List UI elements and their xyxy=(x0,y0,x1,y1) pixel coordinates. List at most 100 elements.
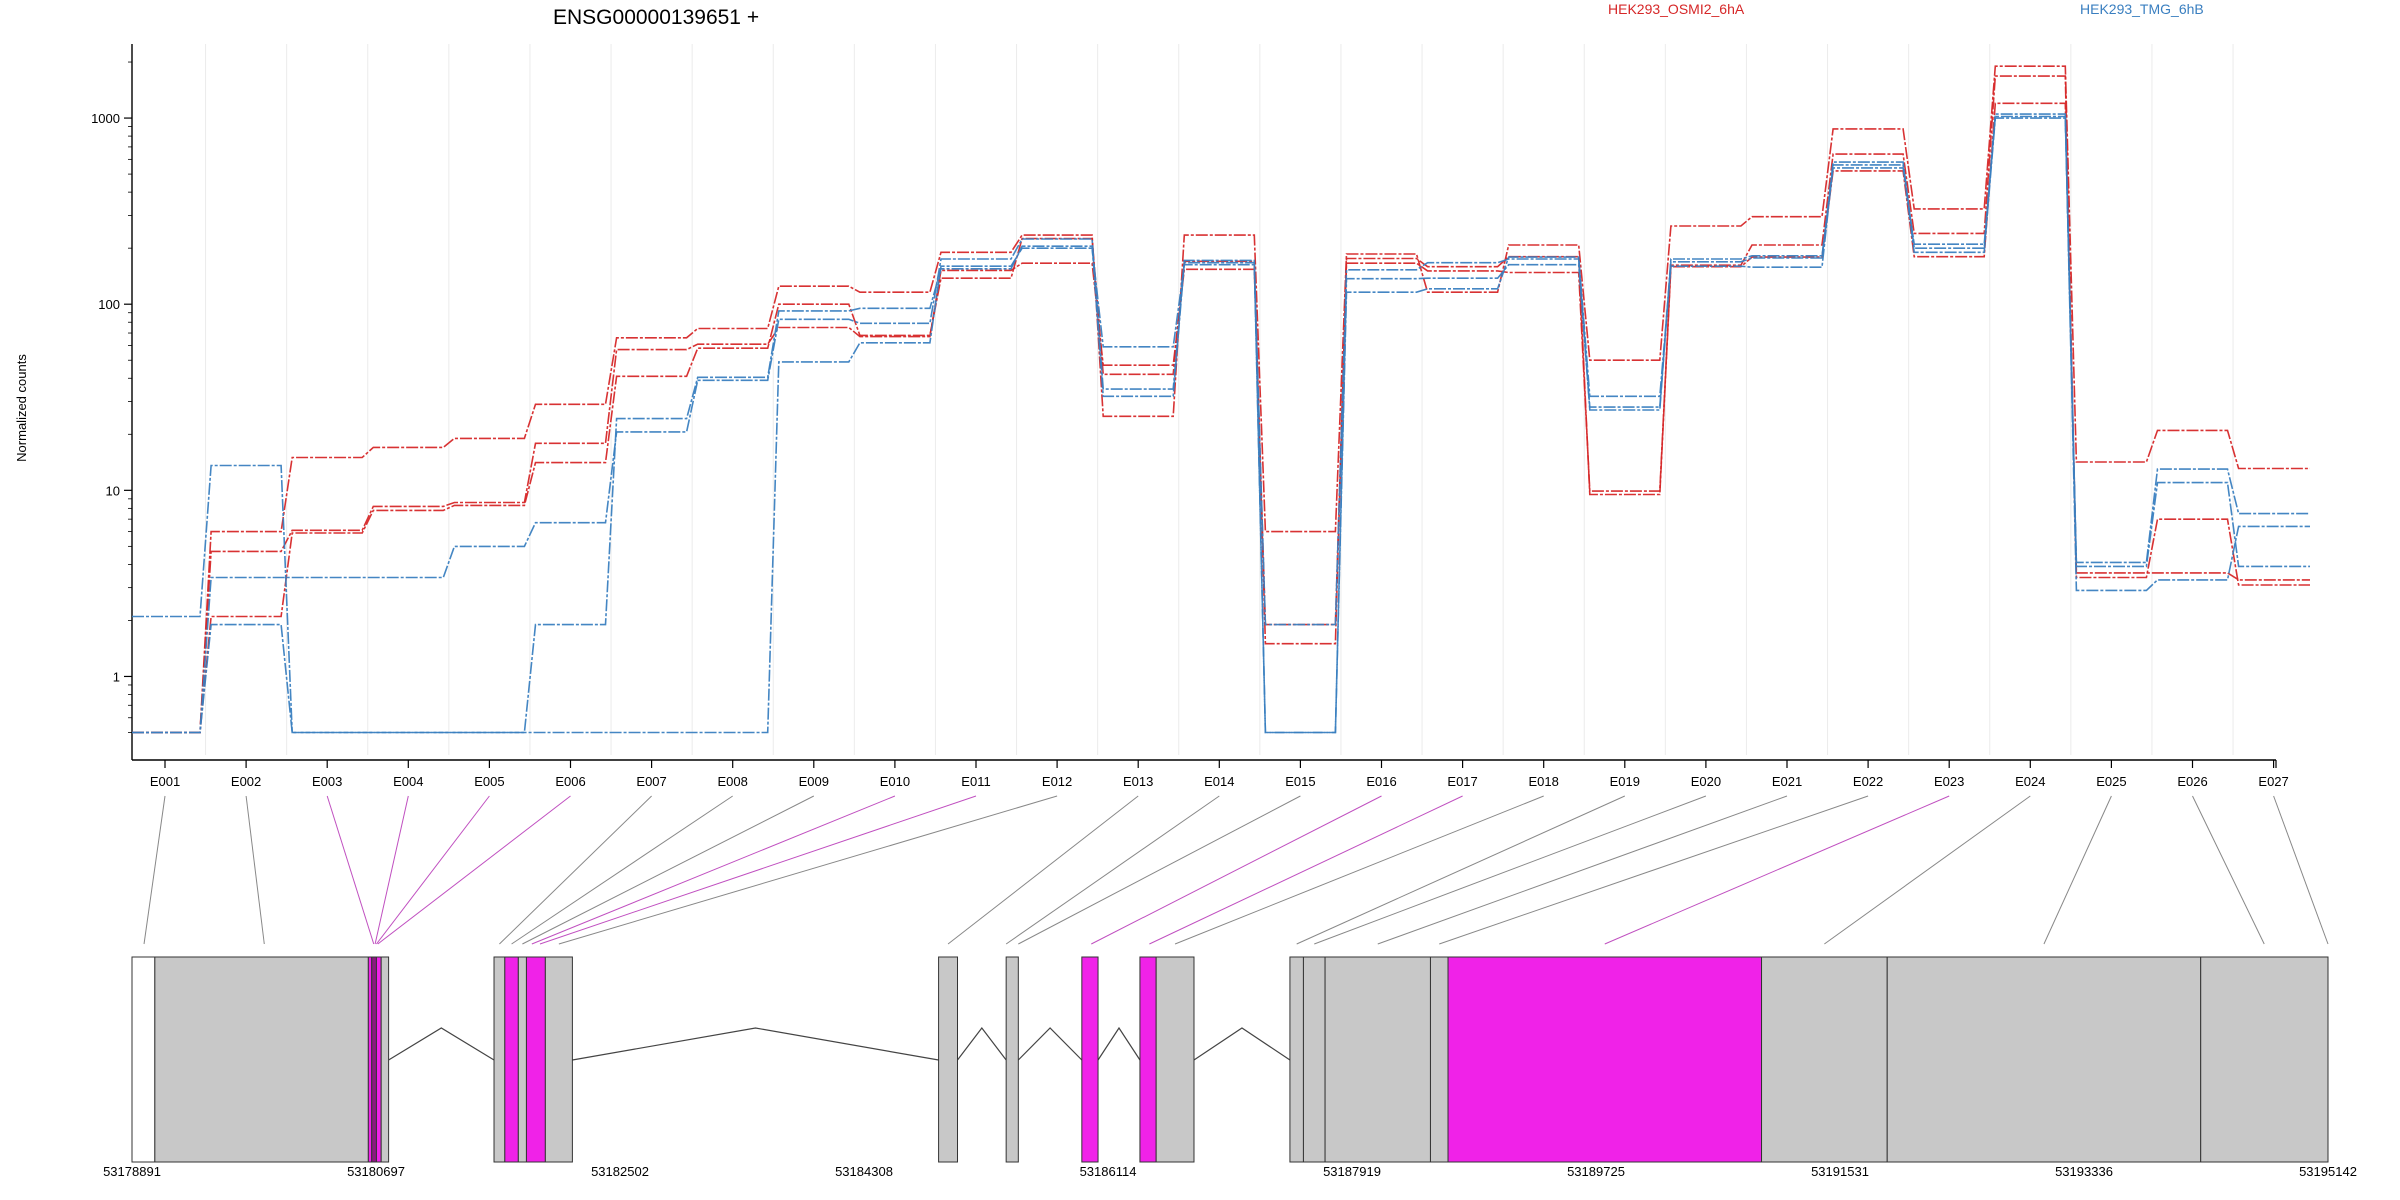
x-tick-label: E012 xyxy=(1042,774,1072,789)
coordinate-label: 53184308 xyxy=(835,1164,893,1179)
x-tick-label: E013 xyxy=(1123,774,1153,789)
x-tick-label: E016 xyxy=(1366,774,1396,789)
connector-line xyxy=(531,795,896,945)
legend-entry-tmg: HEK293_TMG_6hB xyxy=(2080,1,2204,17)
series-line-hek293_osmi2_6ha xyxy=(132,65,2310,734)
coordinate-label: 53182502 xyxy=(591,1164,649,1179)
connector-line xyxy=(1824,795,2031,945)
x-tick-label: E002 xyxy=(231,774,261,789)
x-tick-label: E023 xyxy=(1934,774,1964,789)
y-tick-label: 1 xyxy=(113,669,120,684)
coordinate-label: 53178891 xyxy=(103,1164,161,1179)
exon-box-e008 xyxy=(504,956,519,1163)
intron-line xyxy=(1193,1027,1291,1061)
x-tick-label: E001 xyxy=(150,774,180,789)
exon-box-e009 xyxy=(517,956,527,1163)
axes: 1 10 100 1000 E001 E002 E003 E004 E005 E006 E007 E0… xyxy=(91,44,2289,789)
connector-line xyxy=(1018,795,1301,945)
connector-line xyxy=(143,795,166,945)
x-tick-label: E018 xyxy=(1529,774,1559,789)
exon-box-e017 xyxy=(1155,956,1195,1163)
coordinate-label: 53189725 xyxy=(1567,1164,1625,1179)
exon-box-e007 xyxy=(493,956,506,1163)
x-tick-label: E003 xyxy=(312,774,342,789)
exon-box-e002 xyxy=(154,956,369,1163)
exon-box-e016 xyxy=(1139,956,1157,1163)
x-tick-label: E007 xyxy=(636,774,666,789)
connector-line xyxy=(1314,795,1707,945)
x-tick-label: E004 xyxy=(393,774,423,789)
connector-line xyxy=(376,795,490,945)
exon-box-e021 xyxy=(1429,956,1449,1163)
y-tick-label: 100 xyxy=(98,297,120,312)
connector-line xyxy=(1005,795,1220,945)
connector-line xyxy=(1296,795,1626,945)
exon-box-e004 xyxy=(371,956,377,1163)
x-tick-label: E027 xyxy=(2258,774,2288,789)
exon-box-e023 xyxy=(1761,956,1888,1163)
connector-line xyxy=(1604,795,1950,945)
connector-line xyxy=(499,795,652,945)
x-tick-label: E005 xyxy=(474,774,504,789)
gene-model: 53178891 53180697 53182502 53184308 53186114… xyxy=(103,956,2357,1179)
intron-line xyxy=(957,1027,1007,1061)
exon-box-e015 xyxy=(1081,956,1099,1163)
x-tick-label: E015 xyxy=(1285,774,1315,789)
x-tick-label: E008 xyxy=(718,774,748,789)
coordinate-label: 53195142 xyxy=(2299,1164,2357,1179)
y-tick-label: 10 xyxy=(106,483,120,498)
x-tick-label: E017 xyxy=(1447,774,1477,789)
series-line-hek293_osmi2_6ha xyxy=(132,75,2310,734)
exon-box-e010 xyxy=(525,956,546,1163)
exon-box-e014 xyxy=(1005,956,1019,1163)
exon-box-e006 xyxy=(380,956,390,1163)
connector-line xyxy=(2273,795,2329,945)
x-tick-label: E021 xyxy=(1772,774,1802,789)
exon-box-e013 xyxy=(938,956,959,1163)
exon-box-e019 xyxy=(1302,956,1326,1163)
connector-line xyxy=(1149,795,1463,945)
exon-box-e003 xyxy=(367,956,373,1163)
exon-box-e022 xyxy=(1447,956,1763,1163)
exon-box-e024 xyxy=(1886,956,2202,1163)
y-axis-label: Normalized counts xyxy=(14,354,29,462)
coordinate-label: 53187919 xyxy=(1323,1164,1381,1179)
exon-box-e020 xyxy=(1324,956,1431,1163)
coordinate-label: 53180697 xyxy=(347,1164,405,1179)
intron-line xyxy=(572,1027,939,1061)
vertical-gridlines xyxy=(205,44,2234,755)
intron-line xyxy=(388,1027,495,1061)
coordinate-label: 53193336 xyxy=(2055,1164,2113,1179)
x-tick-label: E024 xyxy=(2015,774,2045,789)
chart-title: ENSG00000139651 + xyxy=(553,6,759,29)
exon-box-e025 xyxy=(2200,956,2329,1163)
connector-line xyxy=(326,795,375,945)
intron-line xyxy=(1097,1026,1141,1061)
connector-line xyxy=(947,795,1139,945)
connector-line xyxy=(1377,795,1788,945)
legend-entry-osmi2: HEK293_OSMI2_6hA xyxy=(1608,1,1745,17)
y-tick-label: 1000 xyxy=(91,111,120,126)
connector-line xyxy=(511,795,733,945)
x-tick-label: E025 xyxy=(2096,774,2126,789)
x-tick-label: E006 xyxy=(555,774,585,789)
series-line-hek293_tmg_6hb xyxy=(132,115,2310,734)
connector-line xyxy=(245,795,265,945)
series-lines xyxy=(132,65,2310,734)
series-line-hek293_osmi2_6ha xyxy=(132,102,2310,734)
x-tick-label: E011 xyxy=(961,774,990,789)
intron-line xyxy=(1017,1027,1083,1061)
exon-box-e001 xyxy=(131,956,156,1163)
x-tick-label: E022 xyxy=(1853,774,1883,789)
connector-line xyxy=(539,795,977,945)
connector-line xyxy=(522,795,815,945)
x-tick-label: E026 xyxy=(2177,774,2207,789)
series-line-hek293_tmg_6hb xyxy=(132,113,2310,734)
exon-connector-lines xyxy=(143,795,2329,945)
connector-line xyxy=(1439,795,1869,945)
series-line-hek293_tmg_6hb xyxy=(132,117,2310,734)
connector-line xyxy=(2192,795,2265,945)
coordinate-label: 53191531 xyxy=(1811,1164,1869,1179)
x-tick-label: E020 xyxy=(1691,774,1721,789)
